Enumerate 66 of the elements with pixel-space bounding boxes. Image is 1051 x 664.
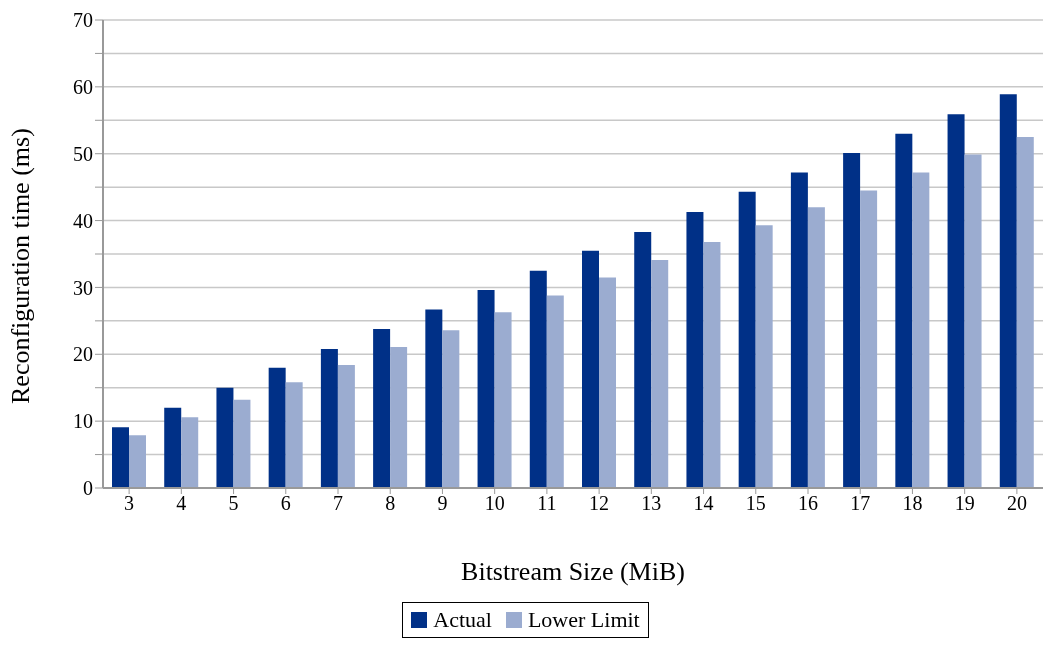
y-tick-label: 70 — [73, 9, 93, 32]
bar — [373, 328, 391, 488]
legend-label: Lower Limit — [527, 607, 640, 633]
x-tick-label: 6 — [280, 492, 291, 515]
y-tick-label: 0 — [83, 477, 93, 500]
y-tick-label: 60 — [73, 75, 93, 98]
x-tick-label: 20 — [1006, 492, 1027, 515]
x-tick-label: 3 — [124, 492, 135, 515]
y-tick-label: 10 — [73, 410, 93, 433]
x-tick-label: 14 — [693, 492, 714, 515]
bar — [895, 133, 913, 488]
bar — [233, 399, 251, 488]
bar — [1016, 137, 1034, 488]
y-tick-label: 30 — [73, 276, 93, 299]
bar — [755, 225, 773, 488]
x-tick-label: 15 — [745, 492, 766, 515]
bar — [546, 295, 564, 488]
bar — [216, 387, 234, 488]
x-tick-label: 18 — [902, 492, 923, 515]
bar — [425, 309, 443, 488]
x-tick-label: 7 — [333, 492, 343, 515]
x-tick-label: 5 — [228, 492, 239, 515]
bar — [181, 417, 199, 488]
legend-label: Actual — [433, 607, 492, 633]
x-tick-label: 13 — [641, 492, 662, 515]
bar — [494, 312, 512, 488]
x-tick-label: 8 — [385, 492, 396, 515]
bar — [634, 231, 652, 488]
bar — [599, 277, 616, 488]
bar — [790, 172, 808, 488]
bar — [337, 364, 355, 488]
bar — [529, 270, 547, 488]
bar — [999, 94, 1017, 488]
y-tick-label: 50 — [73, 142, 93, 165]
bar — [651, 260, 669, 488]
x-tick-label: 9 — [437, 492, 448, 515]
y-axis-title: Reconfiguration time (ms) — [6, 128, 36, 404]
bar — [390, 346, 408, 488]
bar — [268, 367, 286, 488]
bar — [477, 290, 495, 488]
x-tick-label: 19 — [954, 492, 975, 515]
x-tick-label: 16 — [798, 492, 818, 515]
y-tick-label: 40 — [73, 209, 93, 232]
x-tick-label: 17 — [850, 492, 871, 515]
bar — [964, 154, 982, 488]
bar — [129, 435, 146, 488]
bar — [320, 348, 338, 488]
x-tick-label: 10 — [484, 492, 505, 515]
bar — [738, 191, 756, 488]
bar — [947, 114, 965, 488]
bar — [843, 153, 861, 488]
x-tick-label: 11 — [537, 492, 557, 515]
bar — [112, 427, 129, 488]
y-tick-label: 20 — [73, 343, 93, 366]
bar — [164, 407, 182, 488]
bar — [860, 190, 878, 488]
bar — [285, 382, 303, 488]
x-tick-label: 12 — [589, 492, 610, 515]
bar — [582, 250, 599, 488]
x-tick-label: 4 — [176, 492, 187, 515]
x-axis-title: Bitstream Size (MiB) — [461, 557, 685, 586]
bar — [912, 172, 930, 488]
bar — [807, 207, 825, 488]
bar — [686, 211, 704, 488]
bar — [703, 241, 721, 488]
bar — [442, 330, 460, 488]
